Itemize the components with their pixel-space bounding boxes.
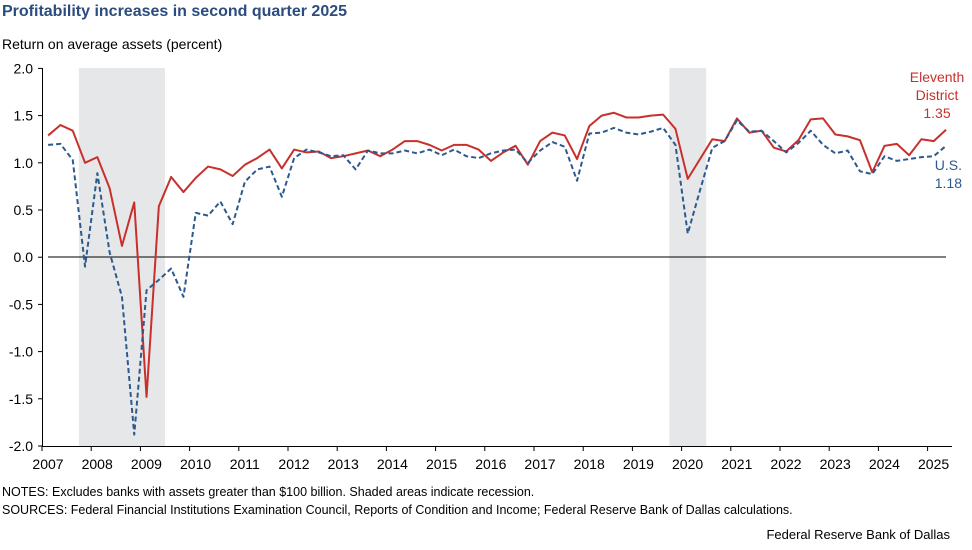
- y-ticks: 2.0 1.5 1.0 0.5 0.0 -0.5 -1.0 -1.5 -2.0: [9, 60, 42, 454]
- chart-title: Profitability increases in second quarte…: [2, 3, 348, 20]
- y-tick-label: -1.0: [9, 344, 33, 360]
- credit: Federal Reserve Bank of Dallas: [766, 527, 950, 542]
- x-tick-label: 2014: [377, 456, 408, 472]
- x-tick-label: 2016: [475, 456, 506, 472]
- x-tick-label: 2021: [721, 456, 752, 472]
- notes: NOTES: Excludes banks with assets greate…: [2, 485, 535, 499]
- x-ticks: 2007 2008 2009 2010 2011 2012 2013 2014 2015 2016…: [32, 446, 949, 472]
- x-tick-label: 2009: [131, 456, 162, 472]
- y-tick-label: 0.0: [14, 249, 34, 265]
- district-label-line2: District: [916, 87, 959, 103]
- x-tick-label: 2018: [574, 456, 605, 472]
- x-tick-label: 2019: [623, 456, 654, 472]
- y-tick-label: -2.0: [9, 438, 33, 454]
- x-tick-label: 2012: [278, 456, 309, 472]
- x-tick-label: 2022: [770, 456, 801, 472]
- y-tick-label: 1.0: [14, 155, 34, 171]
- district-line: [47, 111, 947, 398]
- y-tick-label: 2.0: [14, 60, 34, 76]
- district-label-line1: Eleventh: [910, 69, 964, 85]
- x-tick-label: 2007: [32, 456, 63, 472]
- us-last-value: 1.18: [935, 175, 962, 191]
- x-tick-label: 2011: [230, 456, 260, 472]
- x-tick-label: 2013: [328, 456, 359, 472]
- y-tick-label: 0.5: [14, 202, 34, 218]
- district-last-value: 1.35: [923, 105, 950, 121]
- sources: SOURCES: Federal Financial Institutions …: [2, 503, 793, 517]
- x-tick-label: 2020: [672, 456, 703, 472]
- us-label: U.S.: [935, 157, 962, 173]
- x-tick-label: 2010: [180, 456, 211, 472]
- y-tick-label: -1.5: [9, 391, 33, 407]
- x-tick-label: 2015: [426, 456, 457, 472]
- x-tick-label: 2017: [524, 456, 555, 472]
- x-tick-label: 2008: [82, 456, 113, 472]
- x-tick-label: 2023: [820, 456, 851, 472]
- x-tick-label: 2024: [869, 456, 900, 472]
- us-line: [48, 119, 947, 436]
- y-tick-label: -0.5: [9, 296, 33, 312]
- y-axis-label: Return on average assets (percent): [2, 36, 223, 52]
- x-tick-label: 2025: [918, 456, 949, 472]
- series-lines: [47, 111, 947, 436]
- y-tick-label: 1.5: [14, 108, 34, 124]
